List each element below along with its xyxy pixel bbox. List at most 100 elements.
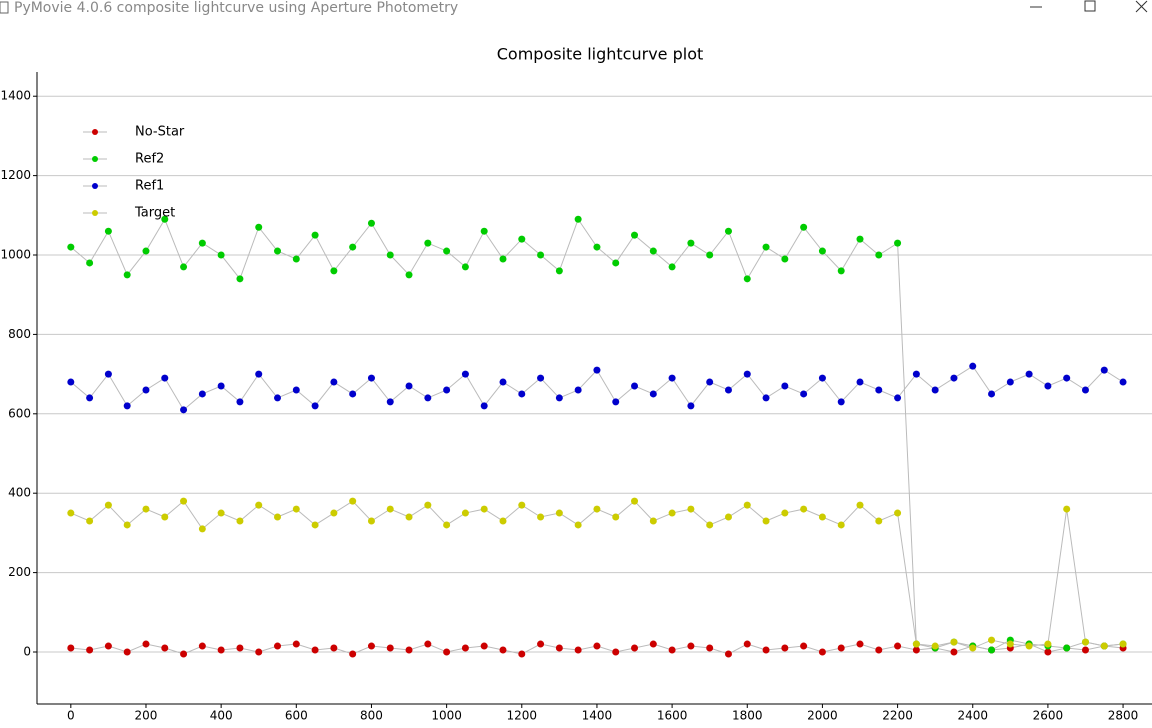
x-tick-label: 800 [360, 709, 383, 723]
data-point [367, 219, 375, 227]
data-point [1063, 374, 1071, 382]
x-tick-label: 2000 [807, 709, 838, 723]
x-tick-label: 1200 [507, 709, 538, 723]
data-point [1081, 638, 1089, 646]
data-point [461, 263, 469, 271]
data-point [386, 398, 394, 406]
data-point [480, 642, 488, 650]
data-point [180, 497, 188, 505]
data-point [1119, 640, 1127, 648]
data-point [292, 255, 300, 263]
data-point [856, 501, 864, 509]
data-point [161, 644, 169, 652]
data-point [349, 650, 357, 658]
data-point [912, 640, 920, 648]
x-tick-label: 200 [135, 709, 158, 723]
data-point [499, 378, 507, 386]
data-point [1025, 370, 1033, 378]
data-point [67, 378, 75, 386]
data-point [574, 521, 582, 529]
window-title: PyMovie 4.0.6 composite lightcurve using… [14, 0, 459, 16]
data-point [217, 509, 225, 517]
data-point [931, 386, 939, 394]
data-point [555, 644, 563, 652]
data-point [988, 390, 996, 398]
y-tick-label: 1200 [0, 168, 31, 182]
data-point [198, 239, 206, 247]
data-point [818, 247, 826, 255]
app-icon [0, 1, 9, 14]
data-point [386, 644, 394, 652]
data-point [499, 646, 507, 654]
data-point [386, 251, 394, 259]
data-point [104, 227, 112, 235]
data-point [668, 509, 676, 517]
data-point [631, 382, 639, 390]
data-point [86, 394, 94, 402]
data-point [894, 509, 902, 517]
data-point [349, 390, 357, 398]
data-point [631, 497, 639, 505]
data-point [912, 646, 920, 654]
data-point [424, 239, 432, 247]
data-point [142, 247, 150, 255]
data-point [405, 382, 413, 390]
data-point [1044, 640, 1052, 648]
data-point [668, 263, 676, 271]
data-point [537, 374, 545, 382]
data-point [931, 642, 939, 650]
data-point [424, 640, 432, 648]
data-point [574, 646, 582, 654]
data-point [724, 227, 732, 235]
data-point [1100, 366, 1108, 374]
data-point [743, 275, 751, 283]
data-point [894, 642, 902, 650]
x-tick-label: 2800 [1108, 709, 1139, 723]
data-point [330, 509, 338, 517]
data-point [743, 370, 751, 378]
legend-marker [92, 183, 98, 189]
data-point [367, 642, 375, 650]
data-point [198, 390, 206, 398]
data-point [480, 505, 488, 513]
data-point [424, 394, 432, 402]
data-point [443, 521, 451, 529]
data-point [781, 644, 789, 652]
data-point [292, 386, 300, 394]
data-point [593, 366, 601, 374]
data-point [800, 642, 808, 650]
data-point [649, 640, 657, 648]
data-point [706, 521, 714, 529]
data-point [461, 370, 469, 378]
x-tick-label: 400 [210, 709, 233, 723]
data-point [1063, 644, 1071, 652]
data-point [518, 390, 526, 398]
data-point [1081, 646, 1089, 654]
series-line [70, 500, 1124, 649]
data-point [537, 251, 545, 259]
data-point [593, 243, 601, 251]
maximize-button[interactable] [1084, 0, 1096, 12]
data-point [198, 525, 206, 533]
data-point [292, 640, 300, 648]
data-point [612, 398, 620, 406]
data-point [499, 517, 507, 525]
data-point [762, 646, 770, 654]
data-point [274, 513, 282, 521]
data-point [1006, 640, 1014, 648]
data-point [988, 646, 996, 654]
data-point [593, 505, 601, 513]
data-point [1044, 648, 1052, 656]
data-point [837, 267, 845, 275]
data-point [274, 247, 282, 255]
x-tick-label: 1800 [732, 709, 763, 723]
close-button[interactable] [1135, 0, 1148, 13]
data-point [330, 644, 338, 652]
legend-label: Ref1 [135, 179, 164, 194]
data-point [856, 378, 864, 386]
data-point [649, 517, 657, 525]
data-point [349, 497, 357, 505]
data-point [988, 636, 996, 644]
data-point [1119, 378, 1127, 386]
